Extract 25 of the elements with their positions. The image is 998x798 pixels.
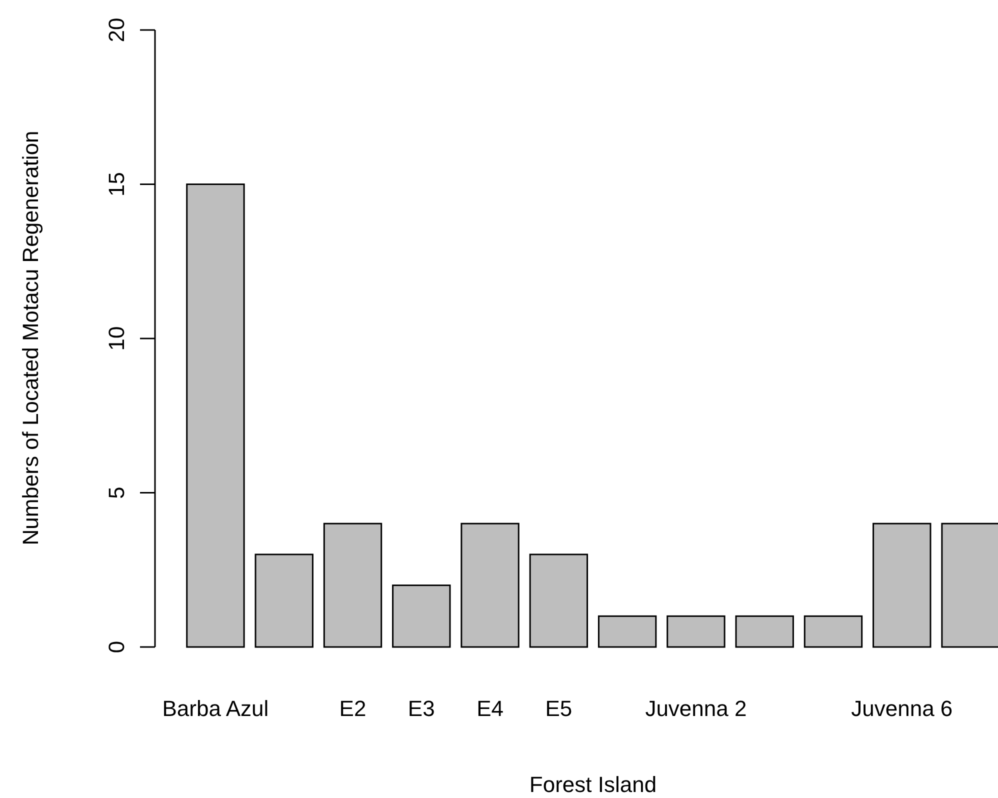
y-tick-label: 20 (104, 18, 129, 42)
bar (598, 615, 657, 648)
y-tick-label: 5 (104, 486, 129, 499)
bar (804, 615, 863, 648)
y-tick-label: 15 (104, 172, 129, 196)
y-tick-label: 0 (104, 640, 129, 654)
x-tick-label: Juvenna 6 (851, 696, 953, 721)
bar (872, 522, 932, 648)
x-axis-title: Forest Island (529, 772, 657, 797)
x-tick-label: E3 (408, 696, 435, 721)
bar (254, 554, 314, 648)
x-tick-label: E2 (339, 696, 366, 721)
y-axis-title: Numbers of Located Motacu Regeneration (18, 130, 43, 546)
bar (529, 554, 588, 648)
bar (666, 615, 726, 648)
x-tick-label: E4 (476, 696, 504, 721)
x-tick-label: E5 (545, 696, 572, 721)
x-tick-label: Juvenna 2 (645, 696, 747, 721)
bar (392, 584, 451, 648)
x-tick-label: Barba Azul (162, 696, 269, 721)
bar (460, 522, 520, 648)
bar (323, 522, 382, 648)
bar (735, 615, 794, 648)
y-tick-label: 10 (104, 326, 129, 351)
bar (186, 184, 245, 648)
